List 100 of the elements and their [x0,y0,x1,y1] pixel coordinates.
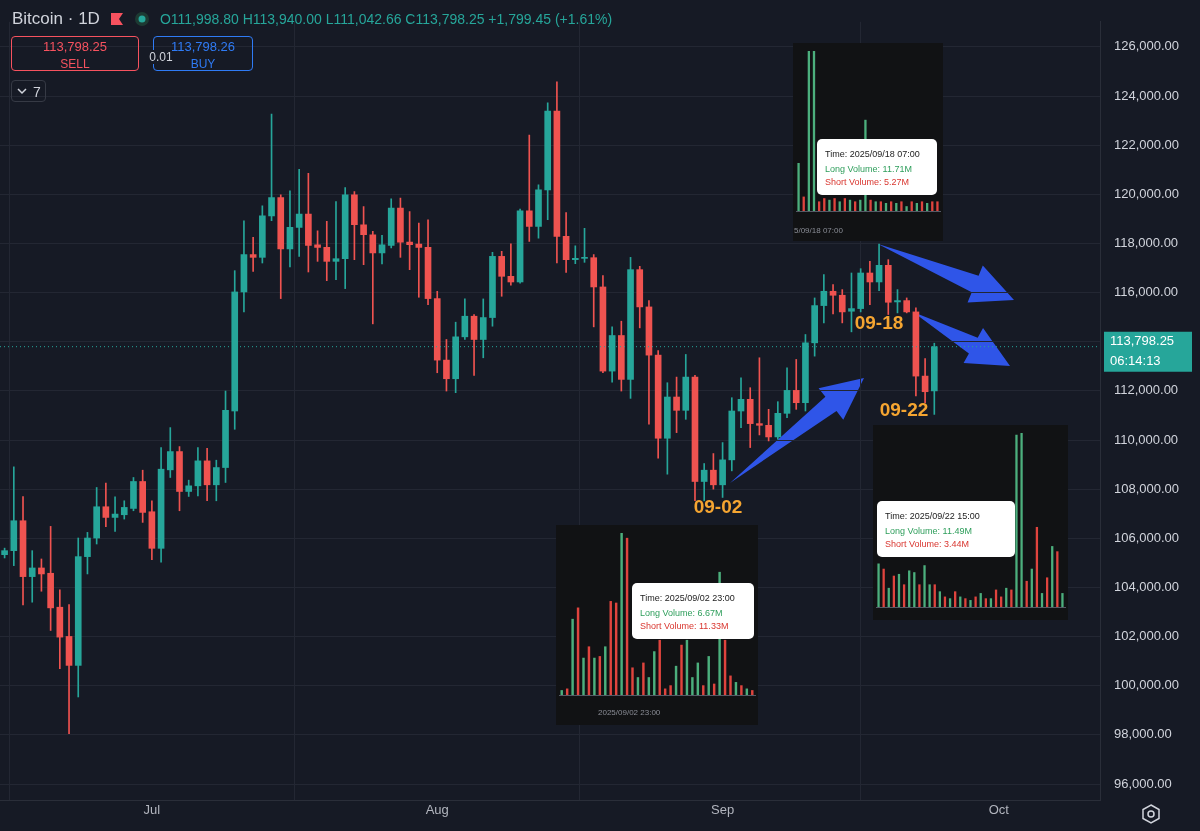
bar [853,201,857,211]
candlestick [792,359,800,410]
candlestick [525,134,533,242]
bar [593,657,596,695]
y-tick-label: 108,000.00 [1114,480,1180,496]
x-tick-label: Oct [988,802,1010,818]
annotation: BUY [190,57,216,71]
annotation: Short Volume: 11.33M [640,620,730,633]
bar [918,584,921,607]
x-tick-label: Jul [143,802,161,818]
bar [931,201,934,211]
y-tick-label: 122,000.00 [1114,136,1180,152]
annotation: Long Volume: 11.49M [885,525,973,538]
y-tick-label: 96,000.00 [1114,775,1172,791]
annotation: Short Volume: 3.44M [885,538,971,551]
bar [920,201,924,211]
y-tick-label: 110,000.00 [1114,431,1179,447]
y-tick-label: 126,000.00 [1114,38,1180,54]
candlestick [829,284,837,315]
bar [889,201,893,211]
bar [642,662,645,695]
annotation: 09-02 [693,496,743,517]
candlestick [369,231,377,325]
annotation: 0.01 [147,50,175,64]
annotation: 09-22 [879,399,929,420]
y-tick-label: 102,000.00 [1114,628,1180,644]
bar [1010,589,1013,607]
bar [948,598,952,607]
annotation: Time: 2025/09/22 15:00 [885,510,981,523]
bar [910,201,913,211]
text: 06:14:13 [1110,353,1161,368]
y-tick-label: 104,000.00 [1114,579,1180,595]
y-tick-label: 124,000.00 [1114,87,1180,103]
x-tick-label: Sep [711,802,735,818]
candlestick [415,222,423,298]
y-tick-label: 106,000.00 [1114,529,1180,545]
bar [680,644,683,695]
y-tick-label: 118,000.00 [1114,235,1179,251]
y-tick-label: 112,000.00 [1114,382,1179,398]
bar [1061,593,1064,607]
annotation: Short Volume: 5.27M [825,176,911,189]
bar [984,598,987,607]
bar [838,201,841,211]
bar [1015,434,1018,607]
candlestick [295,168,303,257]
y-tick-label: 120,000.00 [1114,185,1180,201]
tooltip: Time: 2025/09/22 15:00 Long Volume: 11.49M Short Volume: 3.44M [877,501,1015,557]
bar [797,163,800,211]
bar [969,600,972,607]
bar [582,657,585,695]
bar [631,667,634,695]
bar [905,206,908,211]
y-tick-label: 98,000.00 [1114,726,1172,742]
bar [879,201,883,211]
bar [923,565,926,607]
bar [964,598,967,607]
bar [900,201,903,211]
bar [989,598,993,607]
annotation: Long Volume: 6.67M [640,607,724,620]
annotation: Time: 2025/09/02 23:00 [640,592,736,605]
annotation: Time: 2025/09/18 07:00 [825,148,921,161]
candlestick [65,604,73,734]
bar [729,675,732,695]
bar [702,685,705,695]
bar [560,690,563,695]
candlestick [332,201,340,280]
bar [571,618,574,695]
bar [707,656,710,695]
bar [828,199,831,211]
bar [751,690,754,695]
bar [740,685,743,695]
bar [604,646,607,695]
annotation: 7 [33,84,41,100]
candlestick [249,237,257,272]
bar [653,651,656,695]
y-tick-label: 116,000.00 [1114,284,1179,300]
annotation: 5/09/18 07:00 [794,226,843,235]
tooltip: Time: 2025/09/02 23:00 Long Volume: 6.67M Short Volume: 11.33M [632,583,754,639]
annotation: 2025/09/02 23:00 [598,708,661,717]
bar [1020,433,1023,607]
annotation: 113,798.25 [42,39,108,54]
candlestick [28,550,36,603]
candlestick [571,245,579,264]
bar [974,596,977,607]
bar [817,201,821,211]
bar [936,201,939,211]
tooltip: Time: 2025/09/18 07:00 Long Volume: 11.71M Short Volume: 5.27M [817,139,937,195]
bar [874,201,877,211]
candlestick [323,221,331,281]
bar [658,639,661,695]
chart-subtitle: O111,998.80 H113,940.00 L111,042.66 C113,798.25 +1,799.45 (+1.61%) [159,11,613,27]
annotation: 09-18 [854,312,904,333]
bar [609,601,612,695]
bar [620,533,623,695]
bar [877,563,880,607]
ref-line-label: 113,798.25 [1110,333,1175,349]
annotation: Long Volume: 11.71M [825,163,913,176]
bar [691,677,694,695]
chart-title: Bitcoin · 1D [12,9,100,29]
bar [833,198,836,211]
